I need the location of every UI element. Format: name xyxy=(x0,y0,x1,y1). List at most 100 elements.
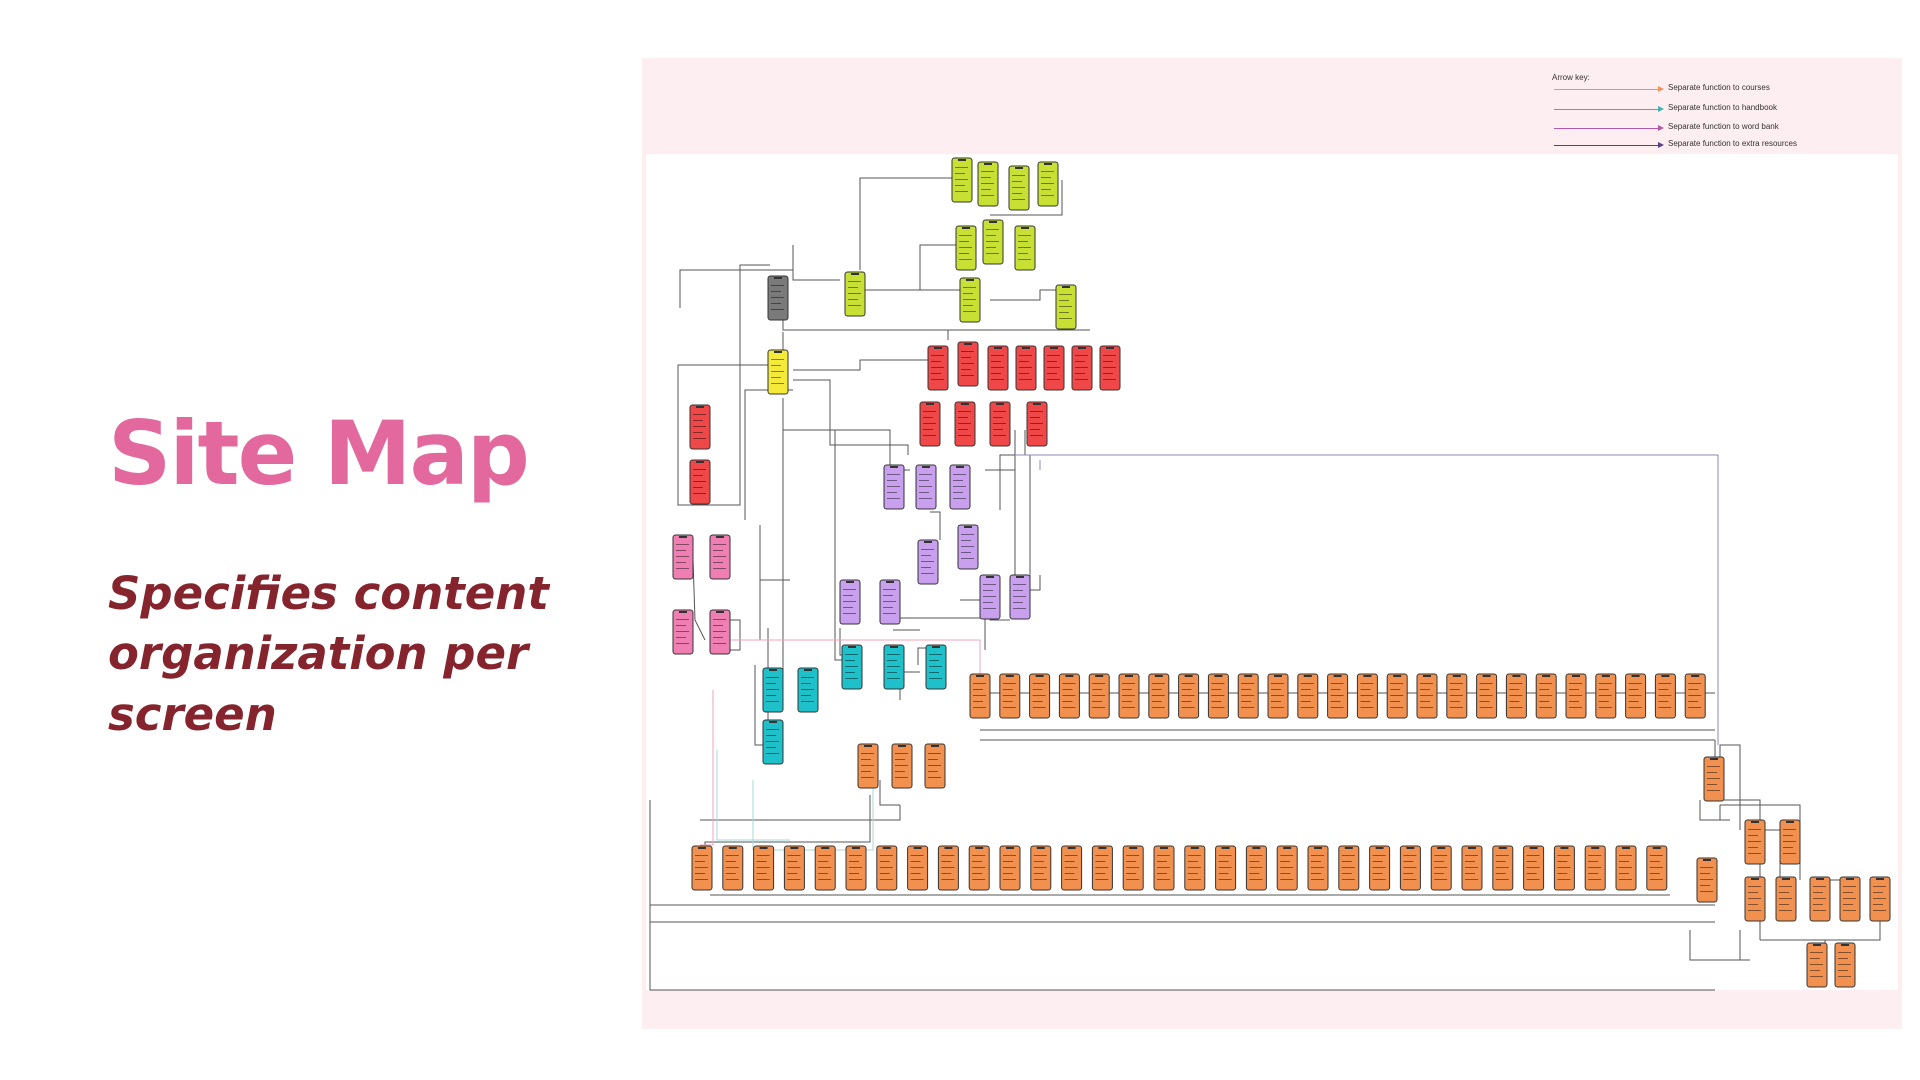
screen-node xyxy=(691,845,713,891)
screen-node xyxy=(1338,845,1360,891)
screen-node xyxy=(1178,673,1200,719)
screen-node xyxy=(1565,673,1587,719)
connector-line xyxy=(793,379,909,455)
connector-line xyxy=(677,264,773,506)
screen-node xyxy=(1026,401,1048,447)
screen-node xyxy=(957,524,979,570)
screen-node xyxy=(989,401,1011,447)
screen-node xyxy=(1184,845,1206,891)
screen-node xyxy=(1029,673,1051,719)
screen-node xyxy=(844,271,866,317)
legend-label: Separate function to extra resources xyxy=(1668,139,1797,148)
screen-node xyxy=(1869,876,1891,922)
screen-node xyxy=(762,667,784,713)
screen-node xyxy=(839,579,861,625)
legend-line-courses xyxy=(1554,89,1660,90)
slide-title: Site Map xyxy=(108,402,530,505)
connector-line xyxy=(879,780,900,806)
screen-node xyxy=(1834,942,1856,988)
screen-node xyxy=(924,743,946,789)
screen-node xyxy=(1386,673,1408,719)
legend-title: Arrow key: xyxy=(1552,73,1590,82)
screen-node xyxy=(1684,673,1706,719)
connector-line xyxy=(744,389,793,520)
screen-node xyxy=(1625,673,1647,719)
screen-node xyxy=(1237,673,1259,719)
screen-node xyxy=(1058,673,1080,719)
screen-node xyxy=(1037,161,1059,207)
screen-node xyxy=(672,534,694,580)
connector-line xyxy=(859,177,960,270)
screen-node xyxy=(1461,845,1483,891)
connector-line xyxy=(782,320,1090,331)
word-bank-link-line xyxy=(752,780,874,851)
connector-line xyxy=(792,245,840,281)
connector-line xyxy=(1689,930,1750,961)
screen-node xyxy=(876,845,898,891)
screen-node xyxy=(1043,345,1065,391)
connector-line xyxy=(930,511,941,540)
site-map-panel: Arrow key: Separate function to courses … xyxy=(642,58,1902,1029)
screen-node xyxy=(1207,673,1229,719)
screen-node xyxy=(891,743,913,789)
screen-node xyxy=(672,609,694,655)
arrow-head-icon xyxy=(1658,106,1664,112)
screen-node xyxy=(1744,819,1766,865)
screen-node xyxy=(907,845,929,891)
screen-node xyxy=(1009,574,1031,620)
screen-node xyxy=(1088,673,1110,719)
screen-node xyxy=(1744,876,1766,922)
screen-node xyxy=(1584,845,1606,891)
screen-node xyxy=(1476,673,1498,719)
legend-item-handbook: Separate function to handbook xyxy=(1552,103,1882,115)
screen-node xyxy=(977,161,999,207)
screen-node xyxy=(857,743,879,789)
connector-line xyxy=(700,805,901,821)
screen-node xyxy=(949,464,971,510)
screen-node xyxy=(1297,673,1319,719)
extra-resources-link-line xyxy=(1015,454,1719,745)
screen-node xyxy=(1654,673,1676,719)
screen-node xyxy=(1148,673,1170,719)
screen-node xyxy=(709,534,731,580)
screen-node xyxy=(1505,673,1527,719)
screen-node xyxy=(1215,845,1237,891)
screen-node xyxy=(927,345,949,391)
legend-item-courses: Separate function to courses xyxy=(1552,83,1882,95)
screen-node xyxy=(1122,845,1144,891)
screen-node xyxy=(783,845,805,891)
connector-line xyxy=(999,430,1026,510)
screen-node xyxy=(879,579,901,625)
legend-item-extra-resources: Separate function to extra resources xyxy=(1552,139,1882,151)
connector-line xyxy=(990,180,1063,216)
screen-node xyxy=(1535,673,1557,719)
screen-node xyxy=(1008,165,1030,211)
screen-node xyxy=(1091,845,1113,891)
screen-node xyxy=(987,345,1009,391)
screen-node xyxy=(1430,845,1452,891)
screen-node xyxy=(753,845,775,891)
screen-node xyxy=(1646,845,1668,891)
screen-node xyxy=(722,845,744,891)
screen-node xyxy=(959,277,981,323)
screen-node xyxy=(762,719,784,765)
screen-node xyxy=(1523,845,1545,891)
screen-node xyxy=(1775,876,1797,922)
legend-item-word-bank: Separate function to word bank xyxy=(1552,122,1882,134)
arrow-head-icon xyxy=(1658,125,1664,131)
screen-node xyxy=(797,667,819,713)
connector-line xyxy=(1699,800,1730,821)
screen-node xyxy=(1030,845,1052,891)
screen-node xyxy=(982,219,1004,265)
screen-node xyxy=(883,644,905,690)
connector-line xyxy=(1030,575,1041,591)
screen-node xyxy=(1015,345,1037,391)
screen-node xyxy=(1416,673,1438,719)
screen-node xyxy=(1492,845,1514,891)
screen-node xyxy=(689,459,711,505)
screen-node xyxy=(841,644,863,690)
screen-node xyxy=(1839,876,1861,922)
connector-line xyxy=(860,244,960,291)
screen-node xyxy=(999,845,1021,891)
legend-line-handbook xyxy=(1554,109,1660,110)
